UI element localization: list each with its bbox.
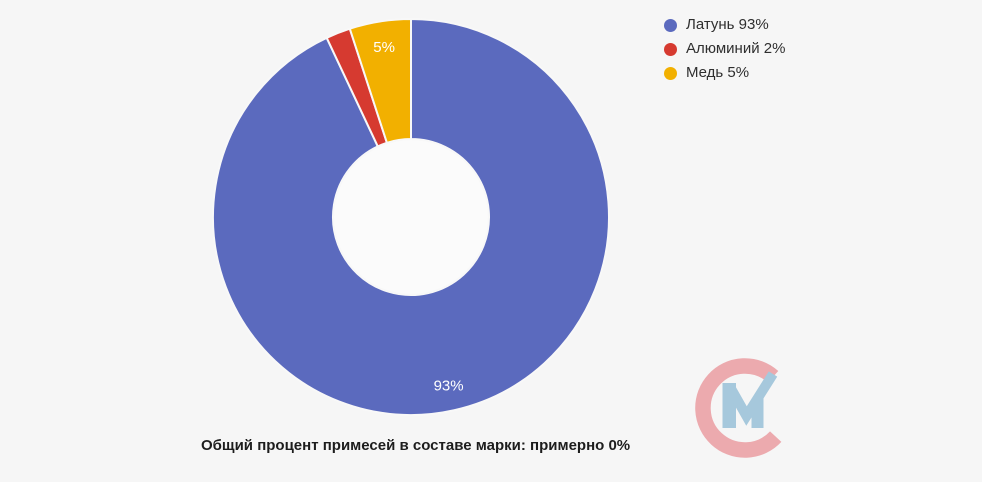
legend-label: Медь 5% [686,64,750,81]
donut-slice-1 [212,18,610,416]
donut-chart: 93% 5% [212,18,610,416]
legend-swatch [664,42,677,56]
slice-label: 93% [434,377,464,394]
donut-hole [334,140,488,294]
logo-m-right-bar [751,398,764,428]
legend-swatch [664,18,677,32]
legend-swatch [664,66,677,80]
legend-item-3: Медь 5% [664,64,785,82]
legend-item-1: Латунь 93% [664,16,785,34]
legend-item-2: Алюминий 2% [664,40,785,58]
legend-label: Алюминий 2% [686,40,786,57]
chart-caption: Общий процент примесей в составе марки: … [201,437,631,454]
chart-legend: Латунь 93% Алюминий 2% Медь 5% [664,16,785,82]
donut-slice-3 [348,18,412,144]
slice-label: 5% [373,39,395,56]
logo-m-checkmark [725,371,778,426]
logo-c-arc [695,358,782,458]
legend-label: Латунь 93% [686,16,769,33]
watermark-logo [695,358,782,458]
